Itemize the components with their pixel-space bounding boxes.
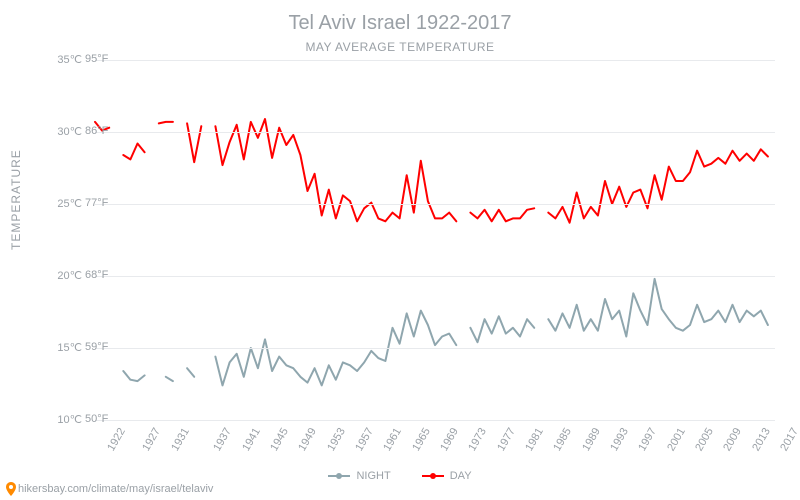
- x-tick: 1945: [268, 426, 291, 453]
- x-tick: 1985: [551, 426, 574, 453]
- plot-area: [95, 60, 775, 420]
- y-tick-celsius: 15℃: [42, 341, 82, 354]
- x-tick: 1941: [240, 426, 263, 453]
- legend-item-day: DAY: [422, 470, 472, 482]
- x-tick: 2005: [693, 426, 716, 453]
- y-tick-celsius: 20℃: [42, 269, 82, 282]
- x-tick: 1961: [381, 426, 404, 453]
- y-tick-celsius: 25℃: [42, 197, 82, 210]
- series-line: [123, 371, 144, 381]
- gridline: [95, 204, 775, 205]
- series-line: [187, 368, 194, 377]
- x-tick: 1957: [353, 426, 376, 453]
- series-line: [215, 119, 456, 221]
- x-tick: 1973: [466, 426, 489, 453]
- line-layer: [95, 60, 775, 420]
- y-tick-fahrenheit: 77°F: [85, 197, 113, 209]
- attribution: hikersbay.com/climate/may/israel/telaviv: [6, 482, 213, 496]
- map-pin-icon: [6, 482, 16, 496]
- x-tick: 2009: [721, 426, 744, 453]
- x-tick: 1977: [495, 426, 518, 453]
- y-tick-celsius: 35℃: [42, 53, 82, 66]
- x-tick: 1927: [141, 426, 164, 453]
- y-tick-celsius: 10℃: [42, 413, 82, 426]
- x-tick: 1931: [169, 426, 192, 453]
- legend-item-night: NIGHT: [328, 470, 390, 482]
- y-tick-celsius: 30℃: [42, 125, 82, 138]
- y-tick-fahrenheit: 95°F: [85, 53, 113, 65]
- x-tick: 1965: [410, 426, 433, 453]
- y-tick-fahrenheit: 68°F: [85, 269, 113, 281]
- legend-label-day: DAY: [450, 470, 472, 482]
- y-tick-fahrenheit: 59°F: [85, 341, 113, 353]
- chart-subtitle: MAY AVERAGE TEMPERATURE: [0, 40, 800, 54]
- series-line: [166, 377, 173, 381]
- y-tick-fahrenheit: 50°F: [85, 413, 113, 425]
- gridline: [95, 348, 775, 349]
- x-tick: 1953: [325, 426, 348, 453]
- chart-title: Tel Aviv Israel 1922-2017: [0, 12, 800, 35]
- x-tick: 1993: [608, 426, 631, 453]
- x-tick: 1969: [438, 426, 461, 453]
- x-tick: 1937: [211, 426, 234, 453]
- series-line: [159, 122, 173, 124]
- gridline: [95, 420, 775, 421]
- legend-swatch-night: [328, 475, 350, 477]
- x-tick: 1997: [636, 426, 659, 453]
- x-tick: 1989: [580, 426, 603, 453]
- x-tick: 1981: [523, 426, 546, 453]
- series-line: [470, 208, 534, 221]
- legend: NIGHT DAY: [0, 468, 800, 482]
- gridline: [95, 60, 775, 61]
- y-tick-fahrenheit: 86°F: [85, 125, 113, 137]
- gridline: [95, 276, 775, 277]
- y-axis-label: TEMPERATURE: [9, 149, 23, 250]
- legend-swatch-day: [422, 475, 444, 477]
- x-tick: 2017: [778, 426, 800, 453]
- x-tick: 2001: [665, 426, 688, 453]
- series-line: [548, 279, 768, 337]
- x-tick: 2013: [750, 426, 773, 453]
- series-line: [470, 316, 534, 342]
- chart-container: Tel Aviv Israel 1922-2017 MAY AVERAGE TE…: [0, 0, 800, 500]
- series-line: [548, 149, 768, 222]
- gridline: [95, 132, 775, 133]
- series-line: [187, 123, 201, 162]
- attribution-text: hikersbay.com/climate/may/israel/telaviv: [18, 483, 213, 495]
- series-line: [123, 144, 144, 160]
- x-tick: 1922: [105, 426, 128, 453]
- x-tick: 1949: [296, 426, 319, 453]
- legend-label-night: NIGHT: [356, 470, 390, 482]
